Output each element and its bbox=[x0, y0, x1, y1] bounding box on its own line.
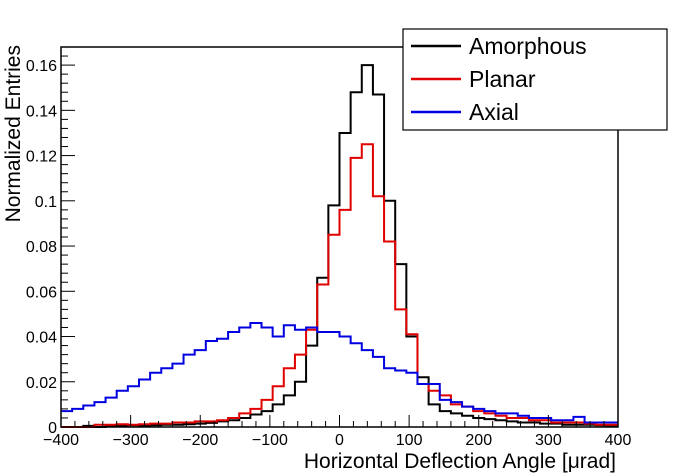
y-tick-label: 0.12 bbox=[26, 149, 57, 166]
x-tick-label: −100 bbox=[252, 432, 288, 449]
x-axis-title: Horizontal Deflection Angle [μrad] bbox=[304, 450, 616, 473]
x-tick-label: −200 bbox=[182, 432, 218, 449]
plot-frame bbox=[60, 46, 619, 428]
x-tick-label: 300 bbox=[535, 432, 562, 449]
x-tick-label: −400 bbox=[43, 432, 79, 449]
y-axis-title: Normalized Entries bbox=[2, 45, 25, 222]
axis-layer: −400 −300 −200 −100 0 100 200 300 400 0 0.02 0.04 0.… bbox=[26, 55, 632, 449]
x-tick-label: 0 bbox=[335, 432, 344, 449]
series-line-amorphous bbox=[61, 64, 618, 428]
x-tick-label: −300 bbox=[113, 432, 149, 449]
x-tick-label: 400 bbox=[605, 432, 632, 449]
y-tick-label: 0 bbox=[48, 420, 57, 437]
y-tick-label: 0.02 bbox=[26, 375, 57, 392]
y-tick-label: 0.14 bbox=[26, 103, 57, 120]
legend-label-amorphous: Amorphous bbox=[469, 33, 587, 59]
series-layer bbox=[61, 64, 618, 428]
y-tick-label: 0.04 bbox=[26, 330, 57, 347]
series-line-axial bbox=[61, 321, 618, 424]
y-tick-label: 0.06 bbox=[26, 284, 57, 301]
y-tick-label: 0.1 bbox=[35, 194, 57, 211]
x-tick-label: 200 bbox=[465, 432, 492, 449]
y-tick-label: 0.16 bbox=[26, 58, 57, 75]
legend-label-axial: Axial bbox=[469, 99, 519, 125]
series-line-planar bbox=[61, 143, 618, 428]
legend-label-planar: Planar bbox=[469, 66, 536, 92]
x-tick-label: 100 bbox=[396, 432, 423, 449]
y-tick-label: 0.08 bbox=[26, 239, 57, 256]
legend: Amorphous Planar Axial bbox=[402, 28, 668, 131]
